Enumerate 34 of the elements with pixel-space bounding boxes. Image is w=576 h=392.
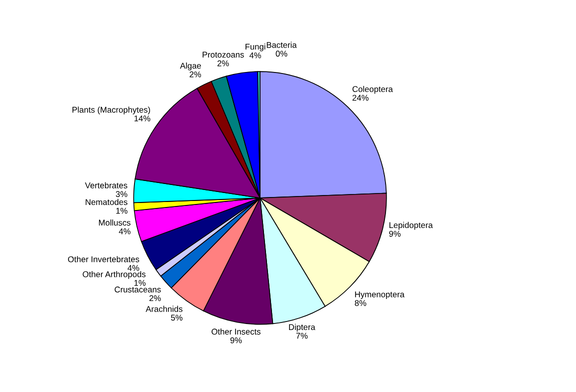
- data-label: 0%: [276, 50, 288, 57]
- data-label: 4%: [128, 265, 140, 271]
- slice-label: Hymenoptera: [355, 292, 405, 299]
- slice-label: Fungi: [246, 44, 266, 52]
- slice-label: Crustaceans: [114, 286, 161, 292]
- slice-label: Vertebrates: [84, 182, 128, 188]
- data-label: 8%: [354, 300, 366, 306]
- slice-label: Lepidoptera: [389, 222, 433, 230]
- slice-label: Nematodes: [86, 198, 128, 206]
- data-label: 4%: [249, 52, 262, 58]
- data-label: 14%: [134, 116, 150, 122]
- slice-label: Protozoans: [202, 52, 244, 58]
- data-label: 2%: [149, 295, 161, 302]
- data-label: 2%: [190, 71, 202, 78]
- data-label: 9%: [389, 230, 401, 237]
- slice-label: Other Invertebrates: [68, 256, 140, 262]
- slice-label: Molluscs: [99, 220, 130, 226]
- data-label: 5%: [171, 314, 182, 321]
- data-label: 24%: [352, 94, 368, 101]
- slice-label: Coleoptera: [352, 86, 393, 94]
- data-label: 2%: [218, 60, 229, 66]
- data-label: 4%: [118, 228, 130, 234]
- slice-label: Other Arthropods: [82, 271, 146, 279]
- slice-label: Arachnids: [146, 306, 182, 312]
- data-label: 7%: [296, 332, 308, 339]
- slice-label: Bacteria: [266, 42, 297, 48]
- slice-label: Other Insects: [212, 328, 260, 335]
- data-label: 1%: [134, 280, 146, 286]
- data-label: 9%: [230, 337, 242, 344]
- slice-label: Algae: [180, 62, 201, 70]
- slice-label: Plants (Macrophytes): [72, 106, 150, 114]
- slice-label: Diptera: [289, 324, 316, 332]
- data-label: 1%: [116, 208, 128, 214]
- data-label: 3%: [116, 191, 128, 198]
